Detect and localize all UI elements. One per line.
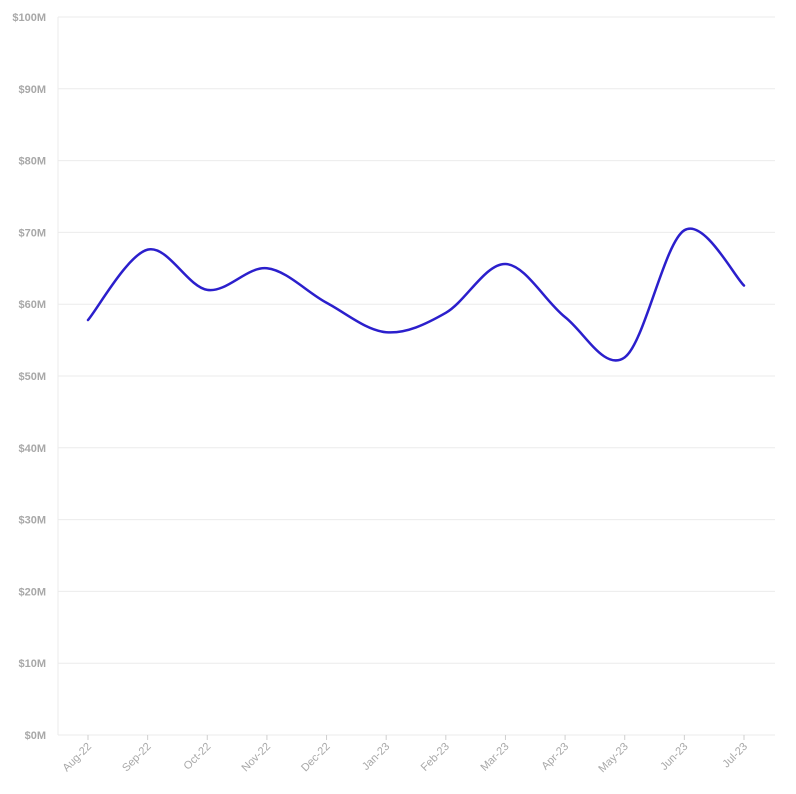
x-axis-ticks: Aug-22 Sep-22 Oct-22 Nov-22 Dec-22 Jan-23 Feb-…	[61, 735, 750, 775]
y-tick-label: $0M	[25, 730, 46, 742]
x-tick-label: Aug-22	[61, 741, 95, 775]
y-tick-label: $70M	[18, 227, 46, 239]
data-point	[145, 247, 151, 253]
series-line	[86, 227, 746, 362]
grid-lines	[57, 16, 775, 736]
data-point	[383, 329, 389, 335]
y-tick-label: $100M	[12, 12, 46, 24]
data-point	[681, 227, 687, 233]
x-tick-label: Oct-22	[182, 741, 214, 773]
x-tick-label: Jan-23	[360, 741, 392, 773]
x-tick-label: Sep-22	[120, 741, 154, 775]
y-tick-label: $80M	[18, 156, 46, 168]
data-point	[264, 265, 270, 271]
data-point	[204, 287, 210, 293]
data-point	[502, 261, 508, 267]
y-tick-label: $60M	[18, 299, 46, 311]
data-point	[741, 283, 747, 289]
x-tick-label: Jul-23	[720, 741, 750, 771]
x-tick-label: Feb-23	[419, 741, 452, 774]
x-tick-label: Mar-23	[478, 741, 511, 774]
data-point	[443, 310, 449, 316]
data-point	[622, 354, 628, 360]
y-tick-label: $20M	[18, 586, 46, 598]
x-tick-label: May-23	[596, 741, 630, 775]
x-tick-label: Jun-23	[658, 741, 690, 773]
y-tick-label: $90M	[18, 84, 46, 96]
data-point	[562, 314, 568, 320]
data-point	[324, 300, 330, 306]
x-tick-label: Nov-22	[239, 741, 273, 775]
y-tick-label: $40M	[18, 443, 46, 455]
y-axis-ticks: $0M $10M $20M $30M $40M $50M $60M $70M $80M $90M $…	[12, 12, 46, 742]
y-tick-label: $30M	[18, 515, 46, 527]
series-layer	[85, 227, 747, 362]
y-tick-label: $10M	[18, 658, 46, 670]
x-tick-label: Apr-23	[539, 741, 571, 773]
y-tick-label: $50M	[18, 371, 46, 383]
x-tick-label: Dec-22	[299, 741, 333, 775]
data-point	[85, 317, 91, 323]
